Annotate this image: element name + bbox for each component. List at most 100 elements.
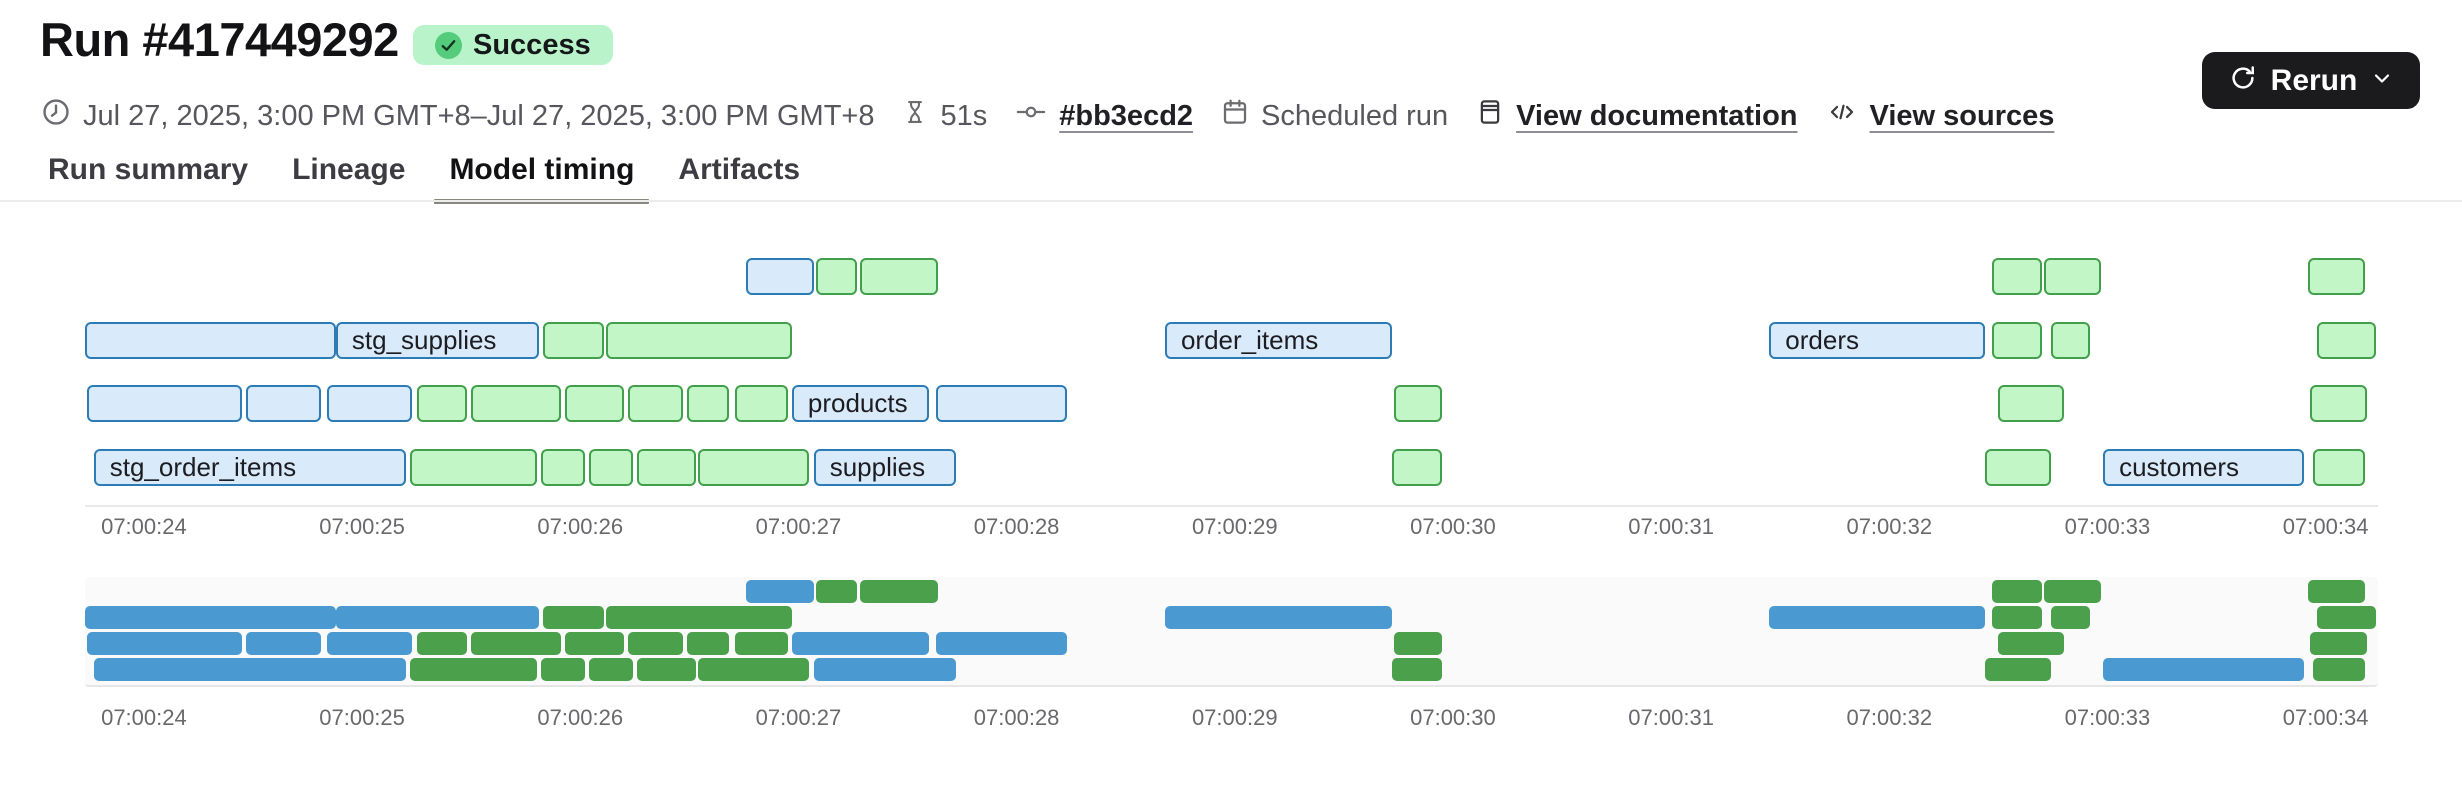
tab-artifacts[interactable]: Artifacts — [678, 153, 801, 186]
calendar-icon — [1220, 97, 1250, 135]
gantt-bar[interactable] — [327, 385, 413, 422]
gantt-bar[interactable]: customers — [2103, 449, 2304, 486]
minimap-bar — [2050, 606, 2090, 629]
axis-tick-label: 07:00:33 — [2064, 514, 2151, 539]
gantt-bar[interactable] — [628, 385, 683, 422]
minimap-bar — [1769, 606, 1986, 629]
trigger-item: Scheduled run — [1220, 97, 1448, 135]
gantt-bar[interactable] — [1394, 385, 1443, 422]
rerun-label: Rerun — [2270, 63, 2358, 97]
minimap-bar — [606, 606, 792, 629]
gantt-bar[interactable] — [859, 258, 939, 295]
commit-link[interactable]: #bb3ecd2 — [1059, 99, 1194, 132]
minimap-bar — [246, 632, 321, 655]
gantt-bar[interactable] — [85, 322, 336, 359]
gantt-bar[interactable] — [1991, 258, 2042, 295]
run-metadata: Jul 27, 2025, 3:00 PM GMT+8–Jul 27, 2025… — [40, 95, 2054, 137]
gantt-bar[interactable] — [606, 322, 792, 359]
gantt-bar[interactable] — [2044, 258, 2101, 295]
gantt-bar[interactable] — [815, 258, 858, 295]
gantt-bar[interactable] — [687, 385, 729, 422]
minimap-bar — [1164, 606, 1392, 629]
axis-tick-label: 07:00:31 — [1628, 705, 1714, 730]
rerun-button[interactable]: Rerun — [2202, 52, 2420, 109]
tab-run-summary[interactable]: Run summary — [48, 153, 249, 186]
gantt-bar[interactable] — [935, 385, 1067, 422]
gantt-bar[interactable] — [698, 449, 810, 486]
minimap-bar — [87, 632, 243, 655]
axis-tick-label: 07:00:24 — [101, 705, 187, 730]
gantt-bar[interactable] — [246, 385, 321, 422]
gantt-bar[interactable] — [636, 449, 696, 486]
minimap-bar — [1998, 632, 2064, 655]
axis-tick-label: 07:00:34 — [2282, 514, 2369, 539]
minimap-bar — [735, 632, 788, 655]
view-sources-link[interactable]: View sources — [1869, 99, 2055, 132]
axis-tick-label: 07:00:26 — [537, 705, 624, 730]
minimap-bars — [85, 577, 2378, 685]
gantt-bar-label: stg_supplies — [351, 325, 497, 355]
documentation-item: View documentation — [1475, 97, 1798, 135]
minimap-bar — [1991, 580, 2042, 603]
gantt-bar[interactable] — [416, 385, 467, 422]
gantt-bar[interactable] — [87, 385, 243, 422]
gantt-bar-label: stg_order_items — [109, 452, 297, 482]
gantt-bar[interactable]: order_items — [1164, 322, 1392, 359]
gantt-bar[interactable] — [540, 449, 585, 486]
axis-tick-label: 07:00:28 — [973, 514, 1060, 539]
gantt-bar[interactable] — [410, 449, 537, 486]
minimap-bar — [1391, 658, 1443, 681]
model-timing-gantt: stg_supplies order_items orders products stg… — [85, 258, 2378, 487]
minimap-bar — [1985, 658, 2051, 681]
gantt-bar[interactable] — [2308, 258, 2365, 295]
minimap-bar — [543, 606, 605, 629]
gantt-bar[interactable] — [1391, 449, 1443, 486]
gantt-bar[interactable] — [588, 449, 633, 486]
trigger-text: Scheduled run — [1261, 99, 1449, 132]
main-axis-line — [85, 505, 2378, 507]
hourglass-icon — [901, 97, 929, 135]
gantt-bar[interactable] — [746, 258, 814, 295]
axis-tick-label: 07:00:33 — [2064, 705, 2151, 730]
code-icon — [1825, 97, 1859, 135]
success-check-icon — [435, 31, 462, 59]
minimap-bar — [698, 658, 810, 681]
axis-tick-label: 07:00:26 — [537, 514, 624, 539]
minimap-bar — [746, 580, 814, 603]
gantt-bar-label: customers — [2119, 452, 2240, 482]
commit-link-item: #bb3ecd2 — [1014, 97, 1193, 135]
minimap-bar — [2312, 658, 2365, 681]
gantt-bar[interactable]: orders — [1769, 322, 1986, 359]
gantt-bar[interactable] — [1985, 449, 2051, 486]
gantt-bar[interactable]: stg_supplies — [335, 322, 539, 359]
minimap-bar — [2308, 580, 2365, 603]
docs-icon — [1475, 97, 1505, 135]
gantt-bar[interactable] — [735, 385, 788, 422]
commit-icon — [1014, 97, 1048, 135]
minimap-bar — [2310, 632, 2368, 655]
gantt-bar-label: products — [807, 388, 908, 418]
tab-model-timing[interactable]: Model timing — [434, 152, 650, 204]
minimap-bar — [935, 632, 1067, 655]
gantt-bar[interactable] — [471, 385, 561, 422]
gantt-bar[interactable]: supplies — [813, 449, 956, 486]
gantt-bar[interactable] — [2310, 385, 2368, 422]
gantt-bar[interactable]: stg_order_items — [93, 449, 406, 486]
minimap-bar — [636, 658, 696, 681]
axis-tick-label: 07:00:24 — [101, 514, 187, 539]
minimap-bar — [540, 658, 585, 681]
gantt-bar[interactable] — [1998, 385, 2064, 422]
gantt-bar[interactable] — [2312, 449, 2365, 486]
tab-lineage[interactable]: Lineage — [292, 153, 406, 186]
gantt-bar[interactable] — [543, 322, 605, 359]
minimap-bar — [1991, 606, 2042, 629]
minimap-time-axis: 07:00:24 07:00:25 07:00:26 07:00:27 07:00:28… — [85, 705, 2378, 735]
gantt-bar[interactable] — [2050, 322, 2090, 359]
gantt-bar[interactable]: products — [791, 385, 930, 422]
gantt-bar[interactable] — [564, 385, 624, 422]
view-documentation-link[interactable]: View documentation — [1516, 99, 1798, 132]
gantt-bar[interactable] — [2316, 322, 2376, 359]
gantt-bar[interactable] — [1991, 322, 2042, 359]
sources-item: View sources — [1825, 97, 2055, 135]
